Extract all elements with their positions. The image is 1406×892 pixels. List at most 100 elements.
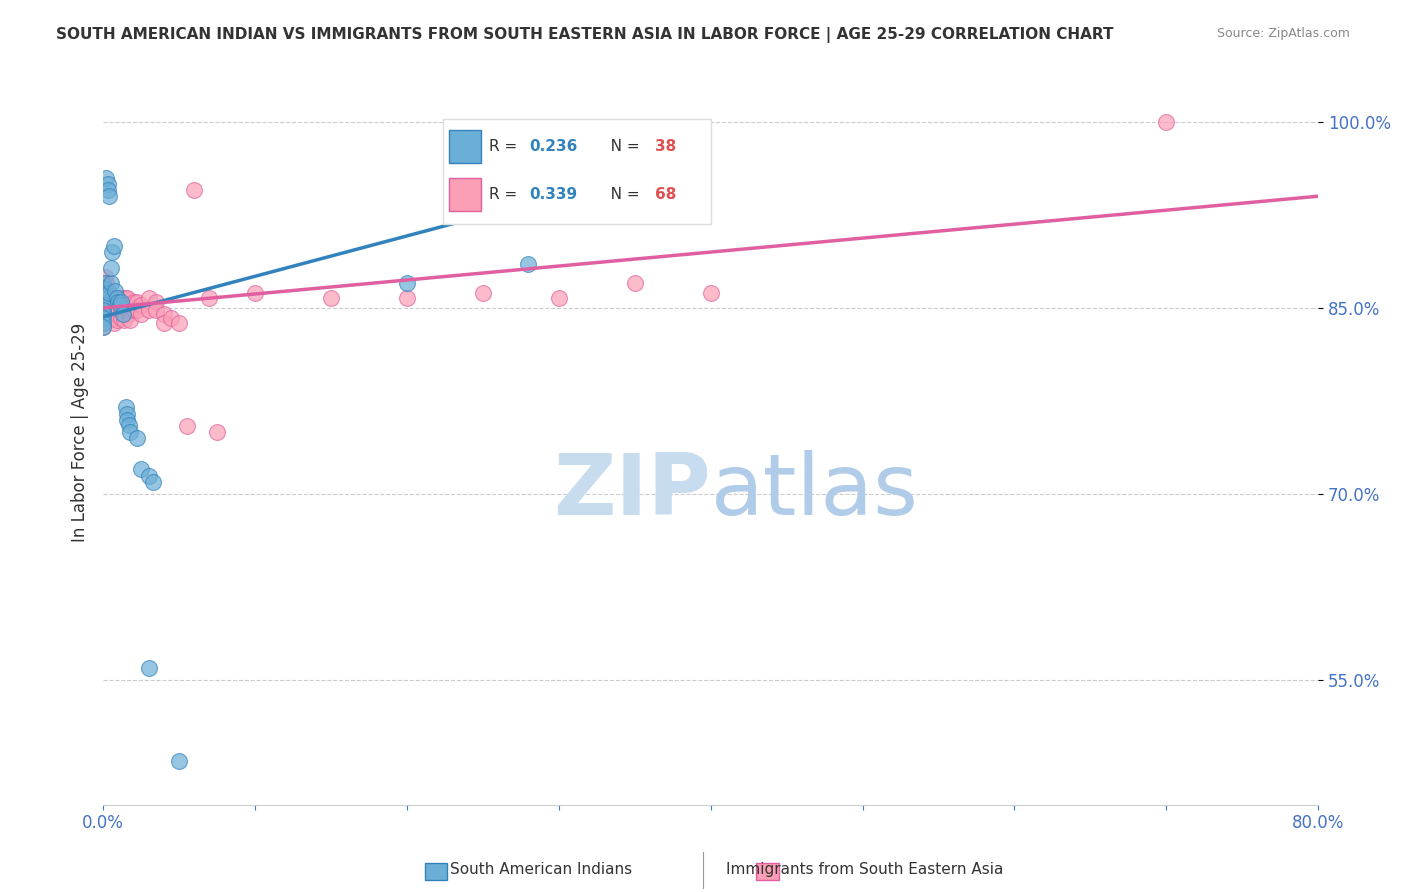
Point: [105, 313, 128, 327]
Point: [91, 298, 114, 312]
Point: [97, 291, 120, 305]
Point: [129, 298, 152, 312]
Point: [100, 291, 122, 305]
Text: atlas: atlas: [710, 450, 918, 533]
Point: [471, 286, 494, 301]
Point: [108, 298, 131, 312]
Point: [118, 307, 141, 321]
Point: [91, 282, 114, 296]
Point: [115, 298, 138, 312]
Point: [97, 183, 120, 197]
Point: [138, 468, 160, 483]
Point: [110, 310, 132, 325]
Point: [105, 307, 128, 321]
Point: [107, 303, 129, 318]
Point: [91, 303, 114, 318]
Point: [101, 307, 124, 321]
Point: [198, 291, 221, 305]
Point: [98, 298, 121, 312]
Point: [96, 170, 118, 185]
Point: [117, 301, 139, 315]
Point: [91, 307, 114, 321]
Point: [125, 303, 148, 318]
Point: [153, 316, 176, 330]
Point: [120, 313, 142, 327]
Point: [125, 294, 148, 309]
Point: [108, 298, 131, 312]
Point: [112, 313, 135, 327]
Text: SOUTH AMERICAN INDIAN VS IMMIGRANTS FROM SOUTH EASTERN ASIA IN LABOR FORCE | AGE: SOUTH AMERICAN INDIAN VS IMMIGRANTS FROM…: [56, 27, 1114, 43]
Point: [1156, 114, 1178, 128]
Y-axis label: In Labor Force | Age 25-29: In Labor Force | Age 25-29: [72, 323, 89, 541]
Point: [138, 291, 160, 305]
Point: [91, 293, 114, 308]
Point: [111, 307, 134, 321]
Point: [167, 316, 190, 330]
Point: [176, 418, 198, 433]
Point: [91, 316, 114, 330]
Point: [103, 310, 125, 325]
Point: [97, 177, 120, 191]
Point: [145, 294, 167, 309]
Point: [138, 661, 160, 675]
Point: [98, 189, 121, 203]
Text: South American Indians: South American Indians: [450, 863, 633, 877]
Point: [118, 417, 141, 432]
Point: [395, 291, 418, 305]
Point: [115, 291, 138, 305]
Point: [122, 294, 145, 309]
Point: [93, 269, 115, 284]
Point: [167, 754, 190, 768]
Point: [101, 245, 124, 260]
Point: [104, 298, 127, 312]
Point: [108, 291, 131, 305]
Point: [160, 310, 183, 325]
Point: [91, 276, 114, 290]
Point: [91, 287, 114, 301]
Point: [153, 307, 176, 321]
Point: [110, 294, 132, 309]
Point: [395, 276, 418, 290]
Point: [120, 425, 142, 439]
Point: [115, 401, 138, 415]
Point: [243, 286, 266, 301]
Point: [125, 431, 148, 445]
Point: [117, 291, 139, 305]
Point: [122, 303, 145, 318]
Point: [117, 407, 139, 421]
Point: [205, 425, 228, 439]
Point: [699, 286, 721, 301]
Point: [91, 276, 114, 290]
Point: [105, 291, 128, 305]
Point: [517, 258, 540, 272]
Point: [183, 183, 205, 197]
Point: [623, 276, 645, 290]
Point: [142, 475, 165, 489]
Point: [111, 298, 134, 312]
Point: [91, 316, 114, 330]
Point: [96, 286, 118, 301]
Point: [96, 276, 118, 290]
Point: [91, 319, 114, 334]
Point: [117, 413, 139, 427]
Point: [100, 276, 122, 290]
Point: [91, 319, 114, 334]
Point: [110, 303, 132, 318]
Point: [138, 303, 160, 318]
Point: [145, 303, 167, 318]
Point: [91, 303, 114, 318]
Point: [111, 291, 134, 305]
Point: [91, 293, 114, 307]
Text: Immigrants from South Eastern Asia: Immigrants from South Eastern Asia: [725, 863, 1004, 877]
Point: [98, 303, 121, 318]
Point: [100, 261, 122, 276]
Point: [129, 462, 152, 476]
Point: [91, 288, 114, 302]
Point: [112, 307, 135, 321]
Text: Source: ZipAtlas.com: Source: ZipAtlas.com: [1216, 27, 1350, 40]
Point: [107, 294, 129, 309]
Point: [103, 316, 125, 330]
Point: [104, 284, 127, 298]
Point: [91, 310, 114, 325]
Point: [129, 307, 152, 321]
